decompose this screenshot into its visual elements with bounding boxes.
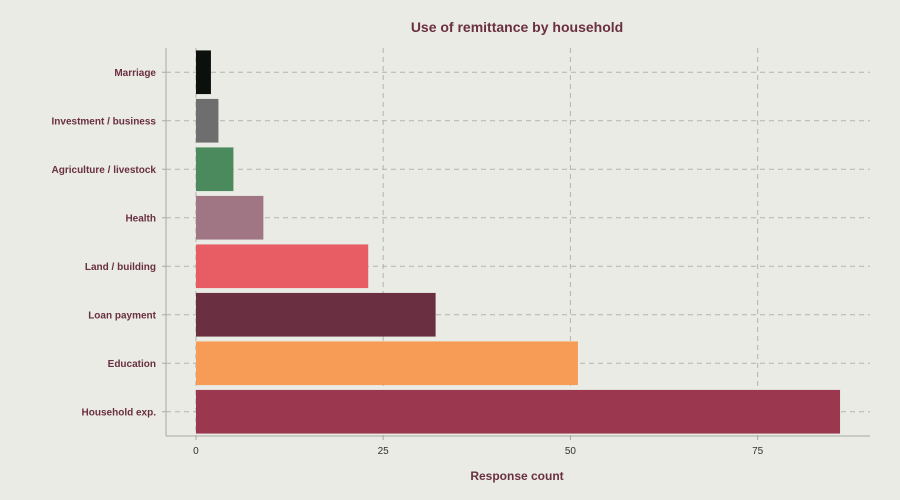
category-label: Agriculture / livestock bbox=[52, 165, 157, 176]
x-tick-label: 50 bbox=[565, 446, 577, 457]
x-tick-label: 75 bbox=[752, 446, 764, 457]
bar bbox=[195, 341, 578, 386]
category-label: Loan payment bbox=[88, 310, 156, 321]
axes: Household exp. Education Loan payment Land … bbox=[52, 48, 870, 457]
category-label: Education bbox=[108, 359, 156, 370]
bar bbox=[195, 98, 219, 143]
category-label: Investment / business bbox=[52, 116, 157, 127]
bar bbox=[195, 195, 264, 240]
x-axis-label: Response count bbox=[470, 469, 563, 483]
category-label: Household exp. bbox=[82, 407, 157, 418]
category-label: Marriage bbox=[114, 68, 156, 79]
x-tick-label: 25 bbox=[378, 446, 390, 457]
chart-title: Use of remittance by household bbox=[411, 19, 623, 35]
bar bbox=[195, 292, 436, 337]
bar bbox=[195, 389, 841, 434]
bar bbox=[195, 147, 234, 192]
bar bbox=[195, 50, 211, 95]
x-tick-label: 0 bbox=[193, 446, 199, 457]
category-label: Land / building bbox=[85, 262, 156, 273]
category-label: Health bbox=[125, 213, 156, 224]
bar bbox=[195, 244, 369, 289]
bars bbox=[195, 50, 841, 434]
